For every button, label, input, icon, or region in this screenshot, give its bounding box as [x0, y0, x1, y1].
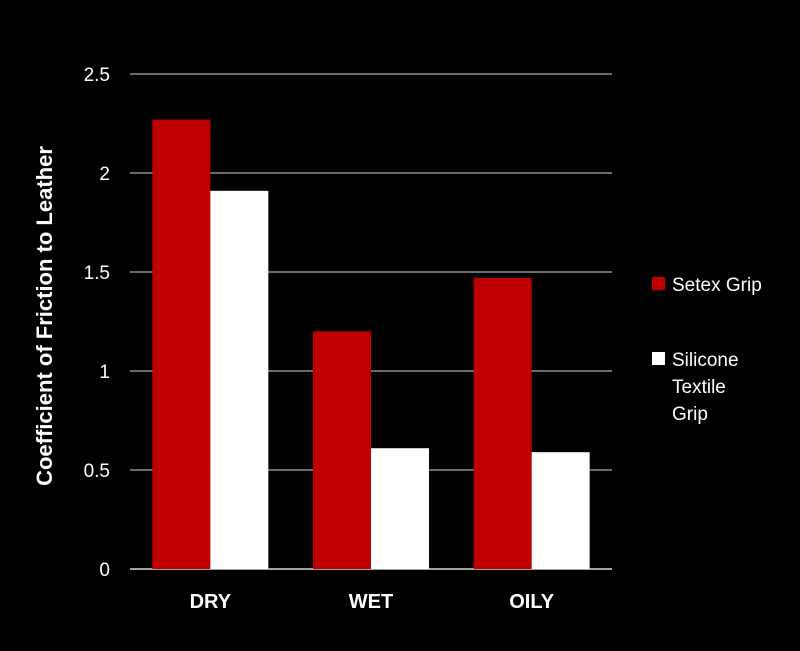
- y-axis-label: Coefficient of Friction to Leather: [32, 146, 57, 486]
- y-tick-label: 2.5: [84, 65, 110, 86]
- x-tick-label: OILY: [509, 591, 554, 613]
- bar-dry-series-2: [210, 190, 269, 569]
- bar-oily-series-1: [473, 277, 532, 569]
- bar-oily-series-2: [531, 452, 590, 569]
- legend-label: Silicone Textile Grip: [672, 350, 739, 425]
- y-tick-label: 0: [99, 560, 110, 581]
- x-tick-label: WET: [349, 591, 393, 613]
- legend-item-silicone-textile-grip: Silicone Textile Grip: [652, 347, 792, 428]
- y-tick-labels: 0 0.5 1 1.5 2 2.5: [84, 65, 110, 581]
- legend-label: Setex Grip: [672, 275, 762, 296]
- legend-swatch: [652, 352, 665, 365]
- x-tick-labels: DRY WET OILY: [190, 591, 555, 613]
- y-tick-label: 0.5: [84, 461, 110, 482]
- x-tick-label: DRY: [190, 591, 232, 613]
- y-tick-label: 2: [99, 164, 110, 185]
- bar-wet-series-1: [313, 331, 371, 569]
- y-tick-label: 1: [99, 362, 110, 383]
- bar-dry-series-1: [152, 119, 211, 569]
- legend-swatch: [652, 277, 665, 290]
- legend: Setex Grip Silicone Textile Grip: [652, 272, 792, 476]
- bar-wet-series-2: [371, 448, 429, 569]
- y-tick-label: 1.5: [84, 263, 110, 284]
- bars: [152, 119, 590, 569]
- legend-item-setex-grip: Setex Grip: [652, 272, 792, 299]
